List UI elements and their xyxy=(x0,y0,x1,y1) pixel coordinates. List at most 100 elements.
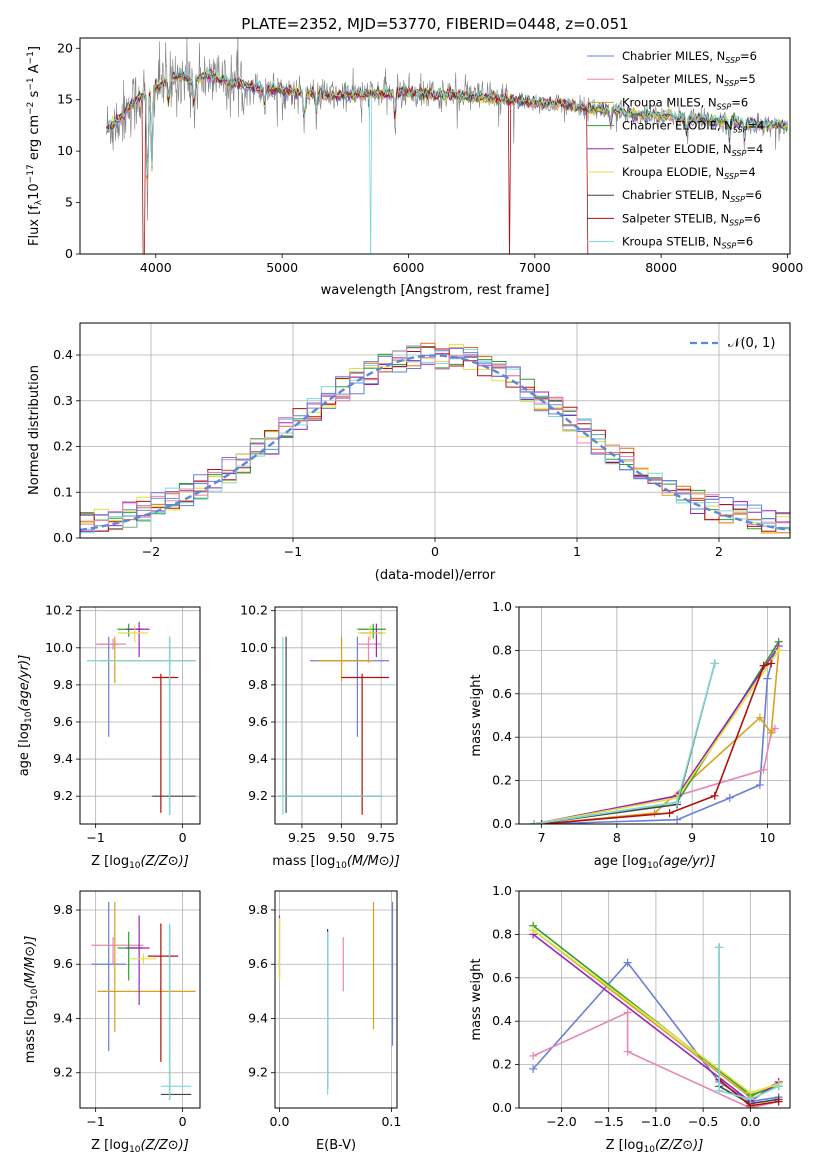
legend-suffix: =6 xyxy=(731,95,748,109)
axis-label-part: (Z/Z⊙)] xyxy=(655,1138,703,1153)
y-tick-label: 0.0 xyxy=(53,530,73,545)
y-tick-label: 0.2 xyxy=(492,773,512,788)
series-marker-kroupa_miles xyxy=(767,728,776,737)
axis-label-part: (Z/Z⊙)] xyxy=(141,1138,189,1153)
grid xyxy=(275,607,397,824)
x-tick-label: 9.75 xyxy=(367,830,395,845)
y-tick-label: 20 xyxy=(57,40,73,55)
x-tick-label: 2 xyxy=(715,544,723,559)
x-tick-label: 9 xyxy=(688,830,696,845)
legend-suffix: =6 xyxy=(744,211,761,225)
ylabel-part: λ xyxy=(34,199,44,205)
legend-label-kroupa_miles: Kroupa MILES, NSSP=6 xyxy=(622,95,748,111)
series-marker-salpeter_stelib xyxy=(774,1097,783,1106)
axis-label-part: Z [log xyxy=(91,1138,129,1153)
frame xyxy=(518,890,791,1109)
spectrum-ylabel: Flux [fλ10−17 erg cm−2 s−1 A−1] xyxy=(26,46,44,246)
series-marker-kroupa_stelib xyxy=(746,1095,755,1104)
series-marker-salpeter_miles xyxy=(529,1051,538,1060)
series-marker-kroupa_stelib xyxy=(530,820,539,824)
y-tick-label: 10.0 xyxy=(45,640,73,655)
y-tick-label: 0.2 xyxy=(53,439,73,454)
y-tick-label: 9.6 xyxy=(53,956,73,971)
y-tick-label: 0.0 xyxy=(492,816,512,831)
y-tick-label: 0.8 xyxy=(492,642,512,657)
weight-vs-metallicity-panel: −2.0 −1.5 −1.0 −0.5 0.0 0.0 0.2 0.4 0.6 0.8 1.0 Z [… xyxy=(469,883,791,1155)
y-tick-label: 9.6 xyxy=(53,714,73,729)
ylabel-part: −2 xyxy=(26,102,36,115)
y-tick-label: 0.4 xyxy=(492,729,512,744)
legend-subscript: SSP xyxy=(729,218,744,227)
y-tick-label: 15 xyxy=(57,92,73,107)
spectrum-model-kroupa_stelib xyxy=(106,67,788,254)
y-axis-label: mass [log10(M/M⊙)] xyxy=(23,936,40,1064)
spectrum-panel: PLATE=2352, MJD=53770, FIBERID=0448, z=0… xyxy=(26,15,803,298)
y-axis-label: mass weight xyxy=(469,958,484,1040)
legend-subscript: SSP xyxy=(733,126,748,135)
histogram-salpeter_miles xyxy=(80,345,790,525)
ylabel-part: A xyxy=(27,64,42,77)
spectrum-plot-area xyxy=(106,38,788,254)
x-axis-label: Z [log10(Z/Z⊙)] xyxy=(606,1138,704,1155)
spectrum-ticks: 4000 5000 6000 7000 8000 9000 0 5 10 15 20 xyxy=(57,40,803,275)
x-tick-label: 10 xyxy=(759,830,775,845)
legend-text: Chabrier ELODIE, N xyxy=(622,119,733,133)
ylabel-part: s xyxy=(27,90,42,101)
spectrum-model-salpeter_stelib xyxy=(106,68,589,254)
marks xyxy=(86,621,196,815)
series-marker-kroupa_stelib xyxy=(715,1086,724,1095)
series-marker-chabrier_miles xyxy=(725,793,734,802)
grid xyxy=(519,606,790,825)
x-tick-label: 4000 xyxy=(140,260,172,275)
y-tick-label: 0.0 xyxy=(492,1100,512,1115)
frame xyxy=(79,606,201,825)
x-tick-label: 7000 xyxy=(519,260,551,275)
marks xyxy=(278,901,394,1095)
legend-text: Kroupa STELIB, N xyxy=(622,235,722,249)
legend-subscript: SSP xyxy=(730,195,745,204)
grid xyxy=(80,607,200,824)
axis-label-part: 10 xyxy=(129,861,141,871)
series-line-chabrier_miles xyxy=(541,650,776,824)
residuals-ylabel: Normed distribution xyxy=(27,365,42,495)
legend-suffix: =6 xyxy=(745,188,762,202)
y-tick-label: 0.4 xyxy=(53,347,73,362)
series-marker-chabrier_miles xyxy=(673,815,682,824)
y-tick-label: 9.8 xyxy=(53,677,73,692)
series-marker-kroupa_stelib xyxy=(774,1082,783,1091)
y-tick-label: 9.4 xyxy=(53,1010,73,1025)
y-axis-label: mass weight xyxy=(469,674,484,756)
axis-label-part: (age/yr)] xyxy=(658,854,715,869)
spectrum-title: PLATE=2352, MJD=53770, FIBERID=0448, z=0… xyxy=(241,15,628,33)
legend-suffix: =4 xyxy=(746,142,763,156)
axis-label-part: 10 xyxy=(647,861,659,871)
x-axis-label: E(B-V) xyxy=(316,1138,356,1153)
ylabel-part: ] xyxy=(27,46,42,51)
axis-label-part: (M/M⊙)] xyxy=(23,936,38,989)
spectrum-xlabel: wavelength [Angstrom, rest frame] xyxy=(321,283,550,298)
axis-label-part: Z [log xyxy=(606,1138,644,1153)
y-tick-label: 9.8 xyxy=(248,677,268,692)
legend-suffix: =4 xyxy=(739,165,756,179)
x-tick-label: −1 xyxy=(86,830,104,845)
y-tick-label: 9.2 xyxy=(53,1065,73,1080)
series-line-kroupa_stelib xyxy=(533,663,716,824)
ticks: −2.0 −1.5 −1.0 −0.5 0.0 0.0 0.2 0.4 0.6 0.8 1.0 xyxy=(492,883,760,1129)
marks xyxy=(278,623,390,815)
legend-suffix: =6 xyxy=(740,49,757,63)
y-axis-label: age [log10(age/yr)] xyxy=(17,655,34,777)
x-tick-label: 1 xyxy=(573,544,581,559)
x-tick-label: 0 xyxy=(179,830,187,845)
frame xyxy=(79,890,201,1109)
x-tick-label: 9.25 xyxy=(288,830,316,845)
residuals-plot-area xyxy=(80,342,790,534)
legend-text: Kroupa MILES, N xyxy=(622,95,717,109)
series-marker-salpeter_miles xyxy=(623,1008,632,1017)
legend-subscript: SSP xyxy=(722,242,737,251)
y-tick-label: 9.6 xyxy=(248,714,268,729)
residuals-xlabel: (data-model)/error xyxy=(375,568,496,583)
ylabel-part: −1 xyxy=(26,77,36,90)
legend-label-salpeter_stelib: Salpeter STELIB, NSSP=6 xyxy=(622,211,761,227)
y-tick-label: 10.2 xyxy=(45,603,73,618)
